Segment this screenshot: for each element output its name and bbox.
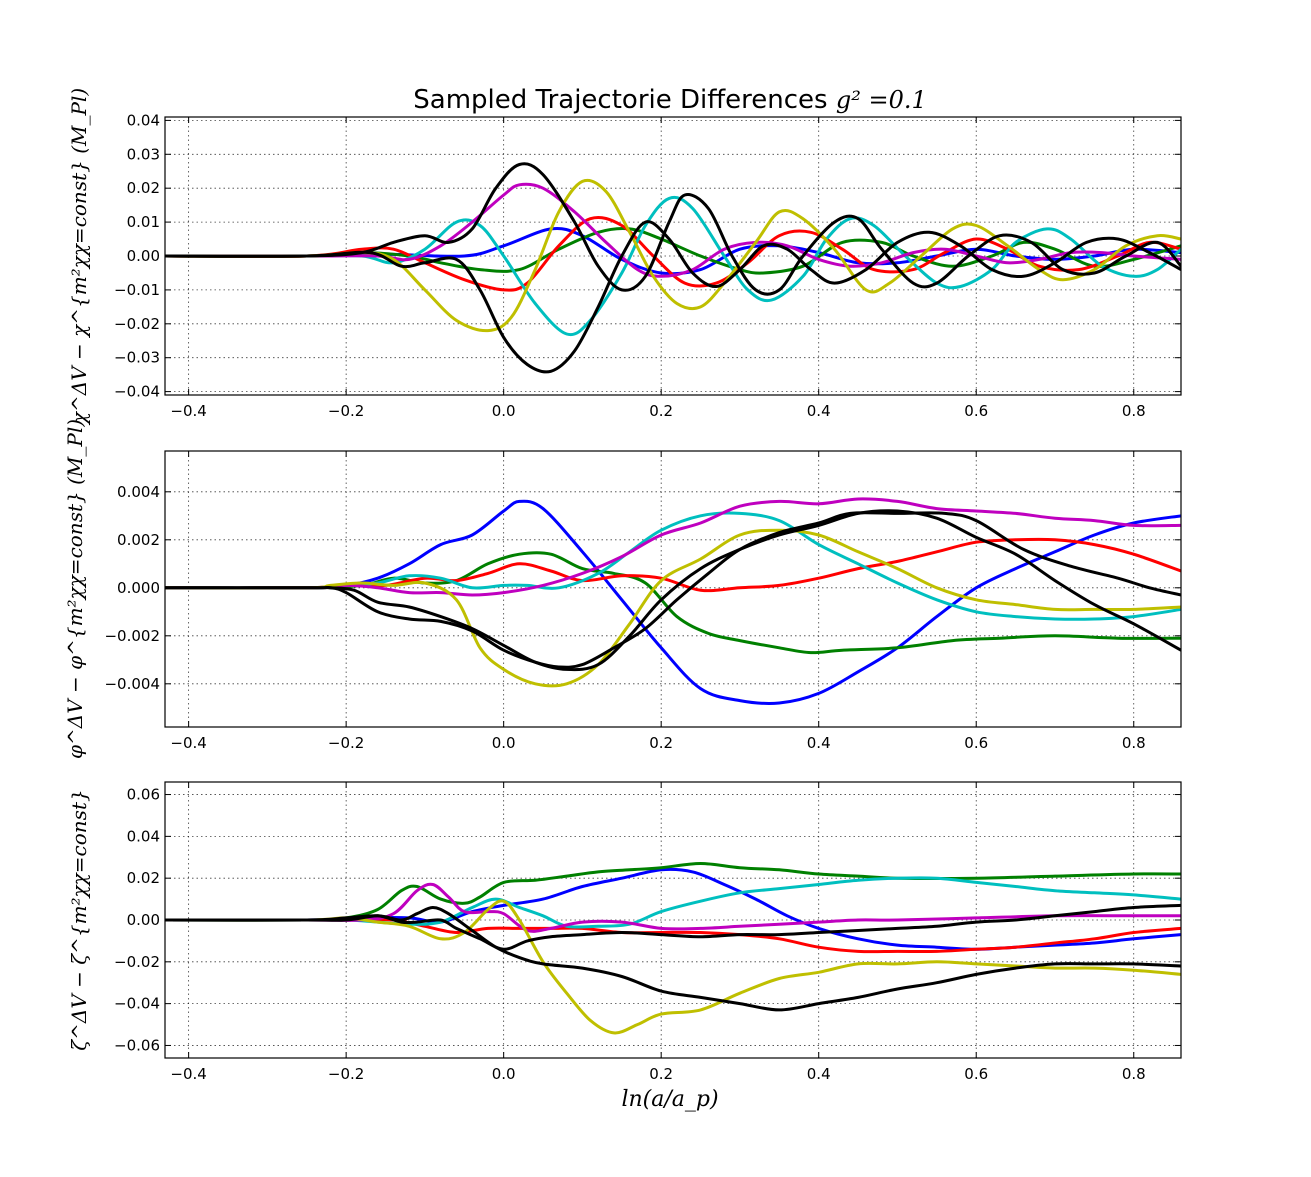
panel-3: −0.4 −0.2 0.0 0.2 0.4 0.6 0.8 −0.06 −0.04 −0.02 0.… — [67, 781, 1182, 1083]
series-line-black — [165, 511, 1181, 669]
series-line-cyan — [165, 876, 1181, 929]
series-line-red — [165, 537, 1181, 593]
series-line-yellow — [165, 899, 1181, 1035]
x-tick-label: 0.0 — [492, 734, 516, 752]
y-tick-label: −0.002 — [104, 627, 160, 645]
y-tick-label: 0.04 — [127, 111, 160, 129]
y-axis-label: χ^ΔV − χ^{m²χχ=const} (M_Pl) — [67, 88, 91, 426]
series-line-blue — [165, 226, 1181, 276]
series-line-magenta — [165, 497, 1181, 597]
series-line-black — [165, 903, 1181, 951]
x-tick-label: 0.6 — [964, 1065, 988, 1083]
x-tick-label: 0.4 — [807, 734, 831, 752]
y-tick-label: 0.00 — [127, 911, 160, 929]
y-tick-label: −0.01 — [114, 281, 160, 299]
chart-title-text: Sampled Trajectorie Differences — [413, 85, 836, 115]
x-tick-label: 0.0 — [492, 402, 516, 420]
panel-1: −0.4 −0.2 0.0 0.2 0.4 0.6 0.8 −0.04 −0.03 −0.02 −0… — [67, 88, 1182, 426]
x-tick-label: 0.0 — [492, 1065, 516, 1083]
y-tick-label: −0.004 — [104, 675, 160, 693]
series-line-magenta — [165, 882, 1181, 933]
y-tick-label: 0.03 — [127, 145, 160, 163]
series-line-blue — [165, 499, 1181, 705]
y-axis-label: ζ^ΔV − ζ^{m²χχ=const} — [67, 789, 91, 1050]
x-tick-label: −0.2 — [328, 1065, 364, 1083]
x-tick-label: −0.2 — [328, 402, 364, 420]
chart-title-math: g² =0.1 — [836, 86, 927, 114]
y-tick-label: −0.04 — [114, 383, 160, 401]
series-line-black — [165, 906, 1181, 1012]
y-tick-label: 0.06 — [127, 786, 160, 804]
x-tick-label: 0.2 — [649, 1065, 673, 1083]
x-tick-label: 0.4 — [807, 402, 831, 420]
plot-frame — [164, 116, 1182, 396]
y-tick-label: 0.000 — [117, 579, 160, 597]
series-group — [165, 497, 1181, 705]
x-tick-label: 0.8 — [1122, 1065, 1146, 1083]
y-tick-label: 0.04 — [127, 827, 160, 845]
series-line-black — [165, 162, 1181, 296]
series-line-yellow — [165, 528, 1181, 688]
x-tick-label: 0.4 — [807, 1065, 831, 1083]
y-tick-label: 0.02 — [127, 869, 160, 887]
y-tick-label: −0.06 — [114, 1036, 160, 1054]
series-line-black — [165, 509, 1181, 672]
y-tick-label: 0.00 — [127, 247, 160, 265]
x-tick-label: 0.2 — [649, 734, 673, 752]
y-tick-label: 0.002 — [117, 531, 160, 549]
x-tick-label: −0.4 — [170, 734, 206, 752]
y-tick-label: −0.03 — [114, 349, 160, 367]
plot-frame — [164, 781, 1182, 1059]
series-group — [165, 862, 1181, 1035]
x-tick-label: 0.8 — [1122, 734, 1146, 752]
x-tick-label: −0.2 — [328, 734, 364, 752]
x-axis-label: ln(a/a_p) — [621, 1087, 718, 1112]
panel-2: −0.4 −0.2 0.0 0.2 0.4 0.6 0.8 −0.004 −0.002 0.000… — [63, 419, 1182, 759]
series-line-cyan — [165, 195, 1181, 337]
x-tick-label: 0.6 — [964, 402, 988, 420]
x-tick-label: 0.6 — [964, 734, 988, 752]
y-tick-label: −0.02 — [114, 315, 160, 333]
y-tick-label: 0.01 — [127, 213, 160, 231]
x-tick-label: −0.4 — [170, 1065, 206, 1083]
x-tick-label: 0.2 — [649, 402, 673, 420]
plot-frame — [164, 450, 1182, 728]
series-line-red — [165, 215, 1181, 292]
y-tick-label: −0.04 — [114, 995, 160, 1013]
series-line-black — [165, 220, 1181, 374]
y-axis-label: φ^ΔV − φ^{m²χχ=const} (M_Pl) — [63, 419, 87, 759]
series-line-green — [165, 862, 1181, 922]
x-tick-label: −0.4 — [170, 402, 206, 420]
y-tick-label: 0.004 — [117, 483, 160, 501]
y-tick-label: −0.02 — [114, 953, 160, 971]
chart-title: Sampled Trajectorie Differences g² =0.1 — [413, 85, 926, 115]
series-line-yellow — [165, 178, 1181, 333]
y-tick-label: 0.02 — [127, 179, 160, 197]
x-tick-label: 0.8 — [1122, 402, 1146, 420]
series-line-cyan — [165, 511, 1181, 621]
series-group — [165, 162, 1181, 374]
